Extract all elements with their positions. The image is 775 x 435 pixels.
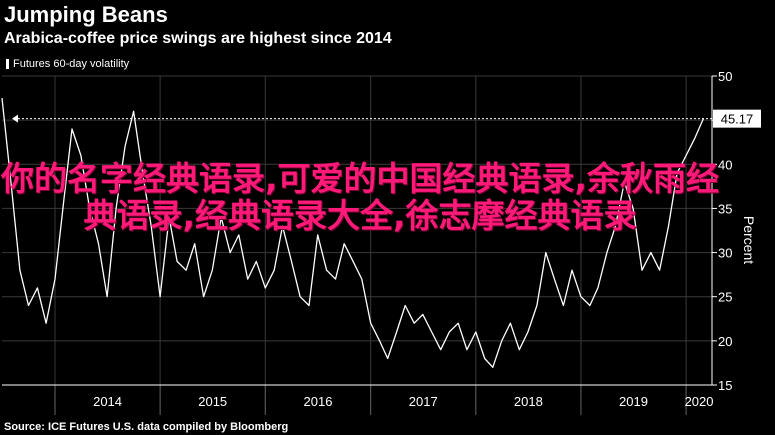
x-tick-label: 2017	[409, 394, 438, 409]
last-value-box	[713, 109, 761, 128]
reference-arrow	[12, 114, 18, 123]
x-tick-label: 2016	[304, 394, 333, 409]
y-tick-label: 35	[718, 201, 732, 216]
legend: Futures 60-day volatility	[6, 58, 129, 70]
x-tick-label: 2019	[619, 394, 648, 409]
chart-title: Jumping Beans	[4, 2, 168, 27]
grid-lines	[2, 75, 712, 386]
x-tick-label: 2014	[93, 394, 122, 409]
last-value-label: 45.17	[721, 112, 754, 127]
axes	[2, 75, 717, 415]
source-note: Source: ICE Futures U.S. data compiled b…	[4, 421, 289, 433]
y-tick-label: 15	[718, 378, 732, 393]
x-tick-label: 2020	[685, 394, 714, 409]
series-line-volatility	[1, 98, 704, 368]
y-tick-label: 50	[718, 69, 732, 84]
legend-label: Futures 60-day volatility	[13, 58, 130, 70]
y-tick-label: 20	[718, 334, 732, 349]
y-tick-label: 30	[718, 246, 732, 261]
legend-swatch	[6, 59, 9, 69]
y-tick-label: 25	[718, 290, 732, 305]
series-layer	[1, 98, 704, 368]
y-tick-label: 40	[718, 157, 732, 172]
chart-subtitle: Arabica-coffee price swings are highest …	[4, 30, 392, 47]
y-tick-labels: 1520253035404550	[718, 69, 732, 393]
x-tick-label: 2015	[198, 394, 227, 409]
y-axis-label: Percent	[740, 215, 757, 265]
last-value-marker: 45.17	[12, 109, 761, 128]
x-tick-labels: 2014 2015 2016 2017 2018 2019 2020	[93, 394, 713, 409]
x-tick-label: 2018	[514, 394, 543, 409]
